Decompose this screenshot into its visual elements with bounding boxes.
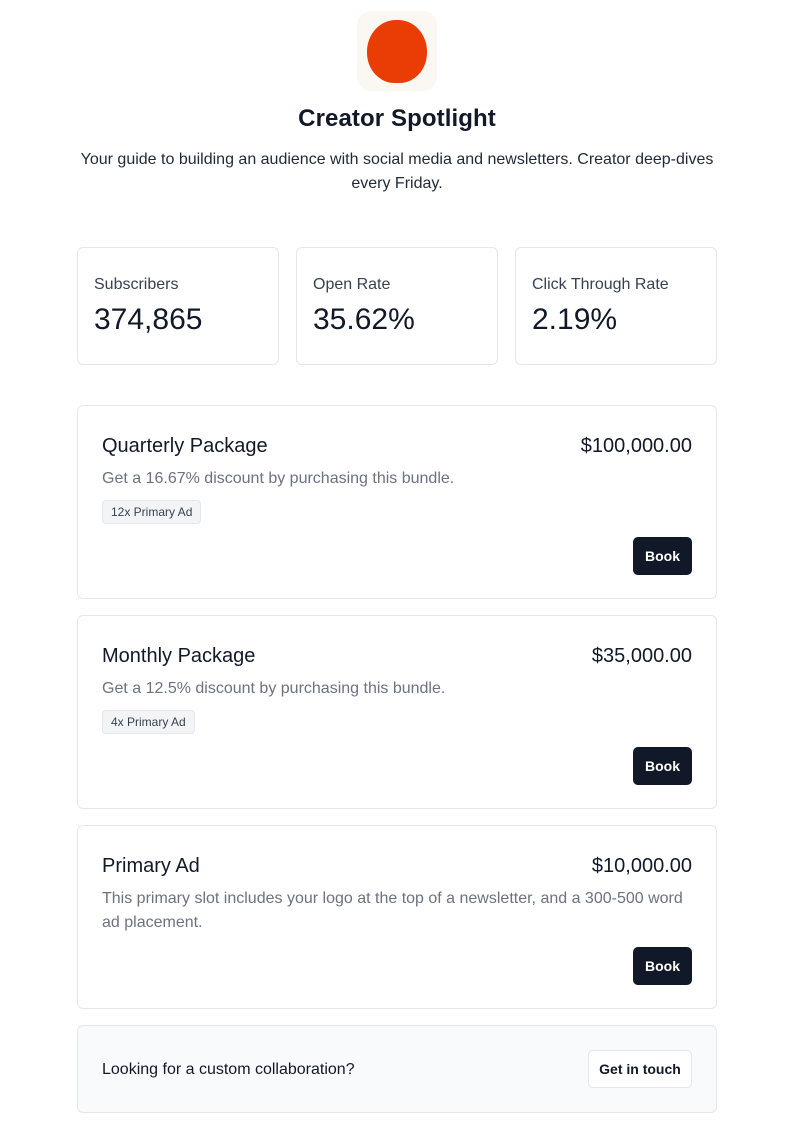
stat-label: Click Through Rate bbox=[532, 276, 669, 293]
package-description: Get a 12.5% discount by purchasing this … bbox=[102, 680, 446, 697]
orange-blob-logo-icon bbox=[367, 20, 427, 83]
package-description: Get a 16.67% discount by purchasing this… bbox=[102, 470, 455, 487]
book-button[interactable]: Book bbox=[633, 537, 692, 575]
stat-card-subscribers: Subscribers 374,865 bbox=[77, 247, 279, 365]
book-button[interactable]: Book bbox=[633, 747, 692, 785]
package-title: Monthly Package bbox=[102, 645, 256, 667]
package-price: $35,000.00 bbox=[591, 645, 692, 667]
book-button[interactable]: Book bbox=[633, 947, 692, 985]
stats-row: Subscribers 374,865 Open Rate 35.62% Cli… bbox=[77, 247, 717, 365]
package-title: Quarterly Package bbox=[102, 435, 268, 457]
page-title: Creator Spotlight bbox=[298, 105, 496, 132]
stat-label: Subscribers bbox=[94, 276, 179, 293]
custom-collaboration-text: Looking for a custom collaboration? bbox=[102, 1061, 355, 1078]
package-badge: 12x Primary Ad bbox=[102, 500, 202, 524]
package-price: $100,000.00 bbox=[580, 435, 692, 457]
package-description: This primary slot includes your logo at … bbox=[102, 890, 683, 931]
package-card-primary-ad: Primary Ad $10,000.00 This primary slot … bbox=[77, 825, 717, 1009]
stat-card-open-rate: Open Rate 35.62% bbox=[296, 247, 498, 365]
stat-label: Open Rate bbox=[313, 276, 391, 293]
package-badge: 4x Primary Ad bbox=[102, 710, 195, 734]
page-subtitle: Your guide to building an audience with … bbox=[80, 151, 714, 192]
package-title: Primary Ad bbox=[102, 855, 200, 877]
stat-value: 374,865 bbox=[94, 303, 203, 336]
stat-value: 2.19% bbox=[532, 303, 618, 336]
stat-card-click-through-rate: Click Through Rate 2.19% bbox=[515, 247, 717, 365]
custom-collaboration-banner: Looking for a custom collaboration? Get … bbox=[77, 1025, 717, 1113]
package-price: $10,000.00 bbox=[591, 855, 692, 877]
stat-value: 35.62% bbox=[313, 303, 415, 336]
logo-tile bbox=[357, 11, 437, 91]
package-card-quarterly: Quarterly Package $100,000.00 Get a 16.6… bbox=[77, 405, 717, 599]
package-card-monthly: Monthly Package $35,000.00 Get a 12.5% d… bbox=[77, 615, 717, 809]
get-in-touch-button[interactable]: Get in touch bbox=[588, 1050, 692, 1088]
